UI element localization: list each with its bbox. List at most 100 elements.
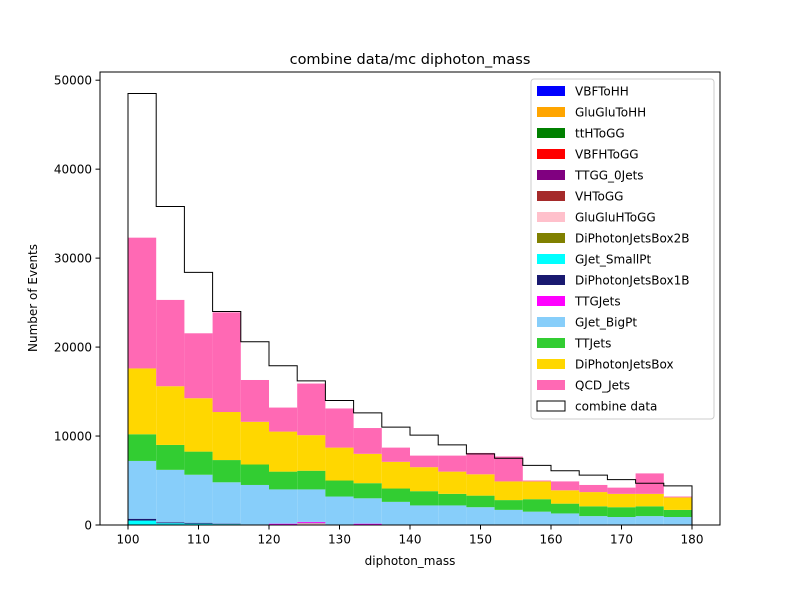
y-tick-label: 0 — [84, 519, 92, 533]
legend-swatch-vhtogg — [537, 191, 565, 201]
legend-label: GluGluToHH — [575, 106, 646, 120]
legend-label: GluGluHToGG — [575, 211, 656, 225]
bar-gjet-bigpt-11 — [438, 505, 466, 524]
legend-label: GJet_SmallPt — [575, 253, 651, 267]
legend-swatch-diphotonjetsbox — [537, 359, 565, 369]
bar-diphotonjetsbox-11 — [438, 472, 466, 494]
bar-diphotonjetsbox-1 — [156, 386, 184, 445]
bar-qcd-jets-8 — [354, 428, 382, 454]
bar-diphotonjetsbox-4 — [241, 422, 269, 465]
legend-label: QCD_Jets — [575, 379, 630, 393]
bar-diphotonjetsbox-8 — [354, 454, 382, 483]
bar-ttjets-4 — [241, 465, 269, 485]
legend-swatch-glugluhtogg — [537, 212, 565, 222]
y-tick-label: 50000 — [54, 74, 92, 88]
bar-gjet-bigpt-19 — [664, 517, 692, 525]
legend-label: DiPhotonJetsBox1B — [575, 274, 689, 288]
x-axis-label: diphoton_mass — [365, 554, 456, 568]
bar-diphotonjetsbox-6 — [297, 435, 325, 471]
bar-diphotonjetsbox-18 — [636, 494, 664, 506]
bar-gjet-bigpt-10 — [410, 505, 438, 524]
legend-label: DiPhotonJetsBox2B — [575, 232, 689, 246]
x-tick-label: 110 — [187, 533, 210, 547]
y-axis-label: Number of Events — [26, 244, 40, 352]
legend-swatch-diphotonjetsbox1b — [537, 275, 565, 285]
x-tick-label: 130 — [328, 533, 351, 547]
bar-gjet-bigpt-5 — [269, 489, 297, 523]
bar-diphotonjetsbox-17 — [607, 494, 635, 507]
bar-diphotonjetsbox1b-1 — [156, 522, 184, 523]
legend-label: VHToGG — [575, 190, 623, 204]
bar-qcd-jets-19 — [664, 497, 692, 498]
bar-ttjets-7 — [325, 481, 353, 497]
legend-swatch-ttgjets — [537, 296, 565, 306]
legend-swatch-vbftohh — [537, 86, 565, 96]
chart-title: combine data/mc diphoton_mass — [290, 52, 531, 68]
bar-ttjets-19 — [664, 510, 692, 517]
legend-label: combine data — [575, 400, 657, 414]
y-tick-label: 40000 — [54, 163, 92, 177]
x-tick-label: 160 — [540, 533, 563, 547]
bar-qcd-jets-10 — [410, 456, 438, 468]
bar-diphotonjetsbox-7 — [325, 448, 353, 481]
legend-swatch-qcd-jets — [537, 380, 565, 390]
bar-gjet-bigpt-4 — [241, 485, 269, 525]
bar-ttgjets-6 — [297, 522, 325, 523]
bar-gjet-smallpt-0 — [128, 521, 156, 525]
bar-qcd-jets-7 — [325, 408, 353, 447]
bar-qcd-jets-14 — [523, 481, 551, 482]
legend-label: TTGG_0Jets — [574, 169, 644, 183]
bar-gjet-bigpt-9 — [382, 502, 410, 525]
y-tick-label: 30000 — [54, 252, 92, 266]
bar-gjet-bigpt-17 — [607, 517, 635, 525]
legend-swatch-gluglutohh — [537, 107, 565, 117]
legend-label: TTJets — [574, 337, 611, 351]
bar-qcd-jets-0 — [128, 238, 156, 369]
bar-ttjets-16 — [579, 506, 607, 516]
bar-ttjets-2 — [184, 452, 212, 475]
bar-gjet-bigpt-8 — [354, 498, 382, 523]
bar-ttgjets-8 — [354, 524, 382, 525]
legend-swatch-gjet-bigpt — [537, 317, 565, 327]
bar-ttjets-1 — [156, 445, 184, 470]
bar-ttjets-15 — [551, 504, 579, 514]
legend-label: DiPhotonJetsBox — [575, 358, 674, 372]
legend-swatch-ttjets — [537, 338, 565, 348]
legend-label: TTGJets — [574, 295, 621, 309]
legend-label: GJet_BigPt — [575, 316, 637, 330]
y-tick-label: 10000 — [54, 430, 92, 444]
legend-swatch-vbfhtogg — [537, 149, 565, 159]
bar-diphotonjetsbox-9 — [382, 462, 410, 489]
bar-gjet-bigpt-14 — [523, 512, 551, 525]
bar-ttjets-5 — [269, 472, 297, 490]
bar-diphotonjetsbox1b-2 — [184, 523, 212, 524]
bar-ttjets-18 — [636, 506, 664, 516]
bar-qcd-jets-3 — [213, 312, 241, 412]
legend-swatch-diphotonjetsbox2b — [537, 233, 565, 243]
legend-swatch-ttgg-0jets — [537, 170, 565, 180]
bar-diphotonjetsbox-0 — [128, 368, 156, 434]
bar-qcd-jets-13 — [495, 457, 523, 482]
legend-label: ttHToGG — [575, 127, 625, 141]
bar-qcd-jets-6 — [297, 384, 325, 436]
bar-qcd-jets-17 — [607, 488, 635, 494]
x-tick-label: 140 — [399, 533, 422, 547]
bar-gjet-bigpt-12 — [466, 507, 494, 524]
bar-ttjets-3 — [213, 460, 241, 482]
bar-ttjets-12 — [466, 496, 494, 508]
bar-gjet-bigpt-3 — [213, 482, 241, 523]
legend-swatch-tthtogg — [537, 128, 565, 138]
legend-swatch-gjet-smallpt — [537, 254, 565, 264]
bar-qcd-jets-1 — [156, 300, 184, 386]
bar-qcd-jets-4 — [241, 380, 269, 422]
x-tick-label: 180 — [681, 533, 704, 547]
bar-gjet-bigpt-18 — [636, 516, 664, 524]
bar-qcd-jets-15 — [551, 481, 579, 490]
bar-gjet-bigpt-15 — [551, 513, 579, 524]
bar-diphotonjetsbox-14 — [523, 481, 551, 499]
x-tick-label: 100 — [117, 533, 140, 547]
bar-diphotonjetsbox-13 — [495, 481, 523, 500]
bar-diphotonjetsbox-16 — [579, 492, 607, 506]
